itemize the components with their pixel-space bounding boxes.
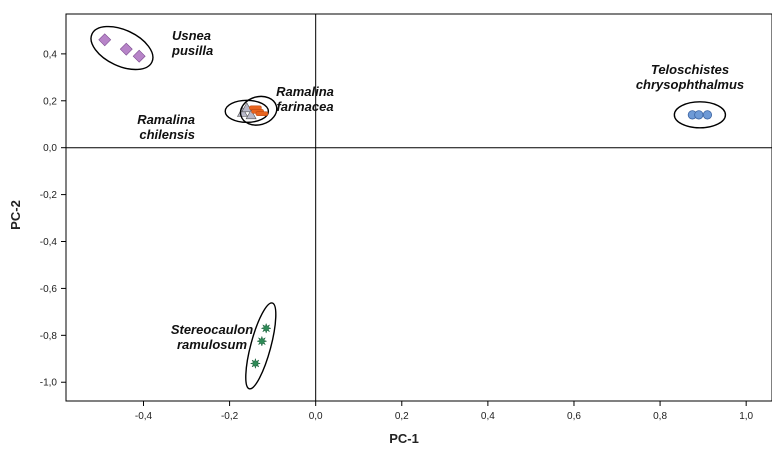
group-ellipse [90, 25, 154, 71]
group-teloschistes-chrysophthalmus: Teloschistes chrysophthalmus [636, 62, 744, 129]
y-axis-title: PC-2 [8, 200, 23, 230]
group-label-line: Ramalina [276, 84, 334, 99]
group-label-line: Usnea [172, 28, 211, 43]
x-tick-label: 1,0 [739, 411, 753, 422]
group-label: Usnea pusilla [171, 28, 213, 58]
group-label-line: Stereocaulon [171, 322, 253, 337]
group-ramalina-chilensis: Ramalina chilensis [137, 99, 270, 142]
data-point-diamond [132, 49, 146, 63]
group-ellipse [673, 101, 727, 129]
group-label-line: chilensis [139, 127, 195, 142]
x-tick-label: -0,2 [221, 411, 239, 422]
y-tick-label: 0,0 [43, 143, 57, 154]
data-point-star [260, 322, 272, 334]
group-label: Teloschistes chrysophthalmus [636, 62, 744, 92]
y-tick-label: -1,0 [40, 378, 58, 389]
group-label: Ramalina farinacea [276, 84, 334, 114]
group-label-line: Teloschistes [651, 62, 729, 77]
data-point-diamond [119, 42, 133, 56]
x-tick-label: 0,2 [395, 411, 409, 422]
axes-layer: -0,4 -0,2 0,0 0,2 0,4 0,6 0,8 1,0 0,4 0,2 0,0 -0,2 -… [40, 14, 772, 422]
plot-frame [65, 13, 772, 402]
group-label-line: chrysophthalmus [636, 77, 744, 92]
x-tick-label: 0,4 [481, 411, 495, 422]
data-point-circle [702, 110, 713, 120]
data-point-diamond [98, 33, 112, 47]
x-axis-title: PC-1 [389, 431, 419, 446]
data-point-triangle [245, 109, 257, 120]
group-ellipse [245, 302, 277, 390]
y-tick-label: 0,2 [43, 96, 57, 107]
group-label-line: Ramalina [137, 112, 195, 127]
data-point-star [256, 335, 268, 347]
group-label: Ramalina chilensis [137, 112, 195, 142]
group-usnea-pusilla: Usnea pusilla [90, 25, 213, 71]
x-tick-label: 0,6 [567, 411, 581, 422]
y-tick-label: -0,8 [40, 331, 58, 342]
group-label-line: pusilla [171, 43, 213, 58]
group-ellipse [239, 95, 278, 126]
group-label: Stereocaulon ramulosum [171, 322, 253, 352]
data-point-circle [694, 110, 704, 120]
group-label-line: ramulosum [177, 337, 248, 352]
x-tick-label: 0,8 [653, 411, 667, 422]
y-tick-label: -0,6 [40, 284, 58, 295]
group-ramalina-farinacea: Ramalina farinacea [239, 84, 334, 126]
x-tick-label: -0,4 [135, 411, 153, 422]
x-tick-label: 0,0 [309, 411, 323, 422]
group-label-line: farinacea [276, 99, 333, 114]
y-tick-label: -0,2 [40, 190, 58, 201]
y-tick-label: -0,4 [40, 237, 58, 248]
data-point-bar [255, 111, 269, 116]
data-point-star [249, 357, 262, 370]
y-tick-label: 0,4 [43, 49, 57, 60]
group-stereocaulon-ramulosum: Stereocaulon ramulosum [171, 302, 277, 390]
